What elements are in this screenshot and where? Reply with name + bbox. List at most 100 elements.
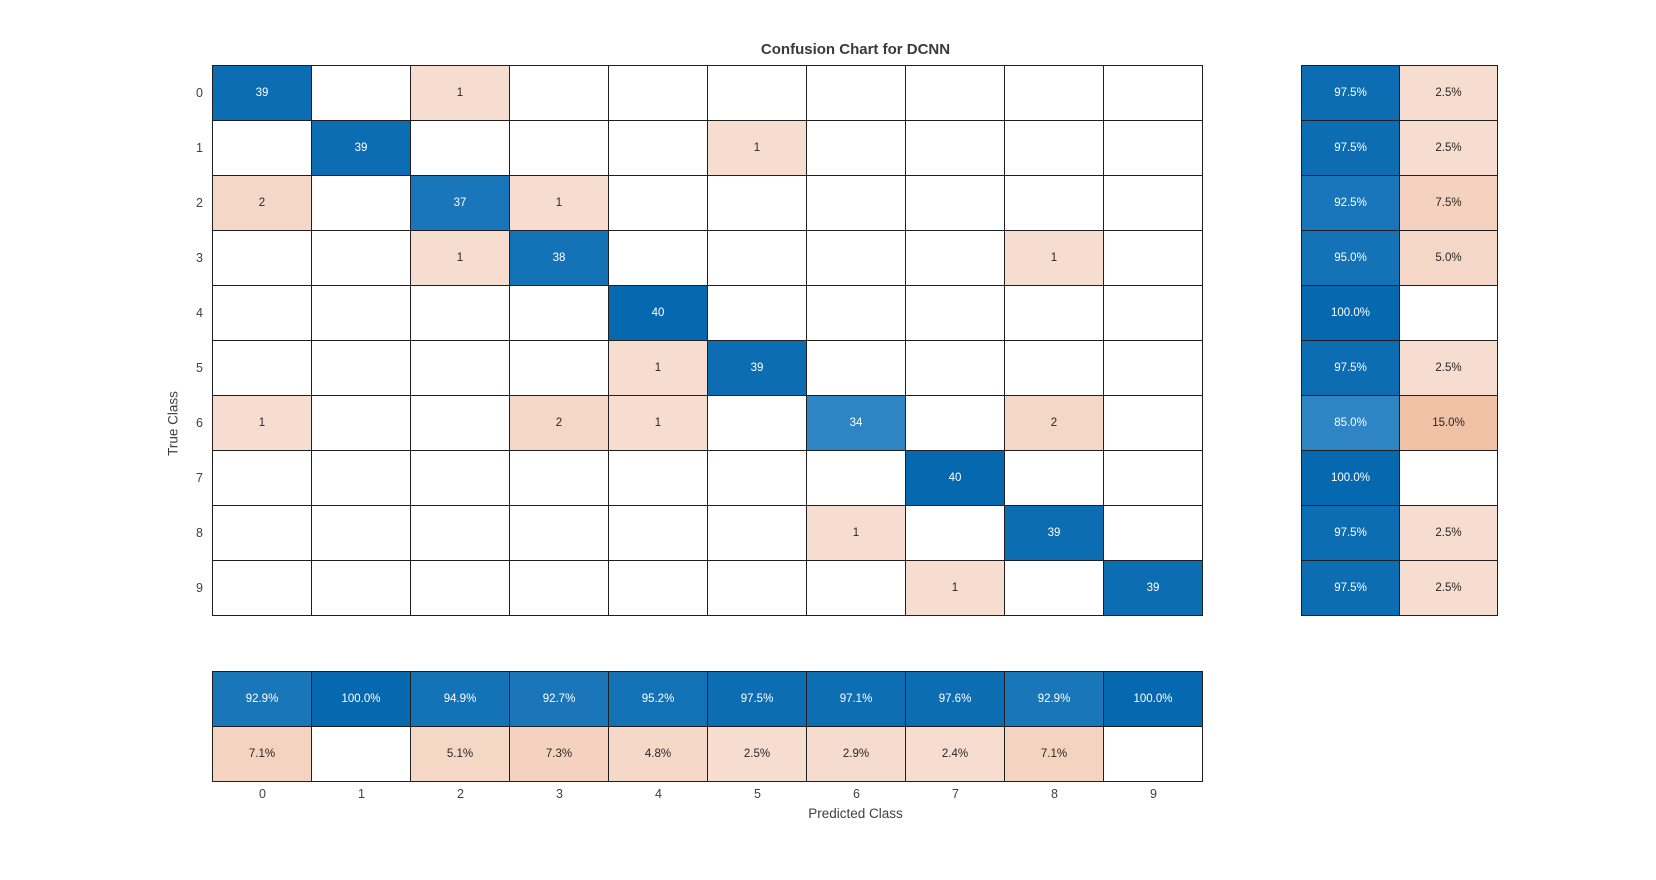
chart-title: Confusion Chart for DCNN — [760, 41, 951, 58]
matrix-cell — [312, 561, 411, 616]
matrix-cell — [906, 121, 1005, 176]
matrix-cell — [312, 506, 411, 561]
matrix-cell — [708, 176, 807, 231]
row-summary-correct-cell: 97.5% — [1302, 341, 1400, 396]
y-tick-label: 2 — [196, 196, 203, 210]
matrix-cell — [906, 231, 1005, 286]
row-summary-correct-cell: 95.0% — [1302, 231, 1400, 286]
row-summary-incorrect-cell — [1400, 451, 1498, 506]
matrix-cell — [1005, 451, 1104, 506]
matrix-cell: 1 — [411, 66, 510, 121]
matrix-cell — [312, 396, 411, 451]
y-tick-label: 5 — [196, 361, 203, 375]
matrix-cell — [510, 66, 609, 121]
matrix-cell — [1005, 561, 1104, 616]
x-tick-label: 7 — [952, 787, 959, 801]
matrix-cell — [807, 451, 906, 506]
matrix-cell — [609, 66, 708, 121]
matrix-cell — [609, 231, 708, 286]
grid-line — [212, 65, 213, 616]
row-summary-incorrect-cell: 2.5% — [1400, 506, 1498, 561]
row-summary-correct-cell: 92.5% — [1302, 176, 1400, 231]
x-tick-label: 2 — [457, 787, 464, 801]
matrix-cell — [609, 176, 708, 231]
y-tick-label: 1 — [196, 141, 203, 155]
matrix-cell: 39 — [1104, 561, 1203, 616]
matrix-cell: 37 — [411, 176, 510, 231]
y-tick-label: 7 — [196, 471, 203, 485]
matrix-cell: 1 — [1005, 231, 1104, 286]
matrix-cell: 1 — [510, 176, 609, 231]
row-summary-correct-cell: 97.5% — [1302, 506, 1400, 561]
col-summary-incorrect-cell: 7.1% — [1005, 727, 1104, 782]
x-tick-label: 4 — [655, 787, 662, 801]
row-summary-correct-cell: 100.0% — [1302, 286, 1400, 341]
matrix-cell: 38 — [510, 231, 609, 286]
matrix-cell — [213, 341, 312, 396]
grid-line — [1301, 65, 1302, 616]
matrix-cell — [1104, 231, 1203, 286]
matrix-cell — [510, 286, 609, 341]
matrix-cell: 1 — [906, 561, 1005, 616]
matrix-cell: 1 — [609, 396, 708, 451]
matrix-cell: 40 — [906, 451, 1005, 506]
matrix-cell — [312, 341, 411, 396]
matrix-cell — [1104, 341, 1203, 396]
row-summary-correct-cell: 97.5% — [1302, 66, 1400, 121]
col-summary-correct-cell: 92.7% — [510, 672, 609, 727]
matrix-cell: 1 — [411, 231, 510, 286]
matrix-cell — [312, 176, 411, 231]
matrix-cell — [609, 121, 708, 176]
col-summary-correct-cell: 92.9% — [1005, 672, 1104, 727]
matrix-cell — [1005, 176, 1104, 231]
matrix-cell — [906, 341, 1005, 396]
matrix-cell — [1104, 396, 1203, 451]
matrix-cell — [510, 341, 609, 396]
matrix-cell — [1104, 176, 1203, 231]
matrix-cell: 1 — [213, 396, 312, 451]
matrix-cell — [906, 506, 1005, 561]
x-tick-label: 9 — [1150, 787, 1157, 801]
matrix-cell — [213, 451, 312, 506]
col-summary-incorrect-cell — [312, 727, 411, 782]
matrix-cell: 39 — [708, 341, 807, 396]
matrix-cell — [510, 451, 609, 506]
matrix-cell — [213, 231, 312, 286]
y-tick-label: 3 — [196, 251, 203, 265]
row-summary-correct-cell: 97.5% — [1302, 121, 1400, 176]
x-tick-label: 5 — [754, 787, 761, 801]
matrix-cell — [312, 451, 411, 506]
matrix-cell — [1005, 121, 1104, 176]
matrix-cell — [1104, 451, 1203, 506]
matrix-cell — [312, 286, 411, 341]
matrix-cell — [411, 396, 510, 451]
y-tick-label: 9 — [196, 581, 203, 595]
x-tick-label: 3 — [556, 787, 563, 801]
row-summary-incorrect-cell: 5.0% — [1400, 231, 1498, 286]
row-summary-correct-cell: 85.0% — [1302, 396, 1400, 451]
grid-line — [212, 671, 213, 782]
matrix-cell — [213, 506, 312, 561]
x-axis-label: Predicted Class — [808, 806, 903, 821]
matrix-cell — [906, 286, 1005, 341]
col-summary-correct-cell: 97.5% — [708, 672, 807, 727]
matrix-cell — [708, 561, 807, 616]
matrix-cell — [1005, 66, 1104, 121]
matrix-cell — [213, 121, 312, 176]
matrix-cell: 39 — [1005, 506, 1104, 561]
matrix-cell — [411, 506, 510, 561]
col-summary-correct-cell: 92.9% — [213, 672, 312, 727]
col-summary-incorrect-cell: 7.1% — [213, 727, 312, 782]
y-tick-label: 0 — [196, 86, 203, 100]
row-summary-incorrect-cell: 15.0% — [1400, 396, 1498, 451]
col-summary-correct-cell: 95.2% — [609, 672, 708, 727]
matrix-cell — [609, 506, 708, 561]
row-summary-correct-cell: 100.0% — [1302, 451, 1400, 506]
matrix-cell — [708, 506, 807, 561]
col-summary-correct-cell: 97.1% — [807, 672, 906, 727]
x-tick-label: 6 — [853, 787, 860, 801]
matrix-cell — [411, 561, 510, 616]
col-summary-incorrect-cell: 7.3% — [510, 727, 609, 782]
grid-line — [212, 65, 1203, 66]
matrix-cell — [411, 286, 510, 341]
